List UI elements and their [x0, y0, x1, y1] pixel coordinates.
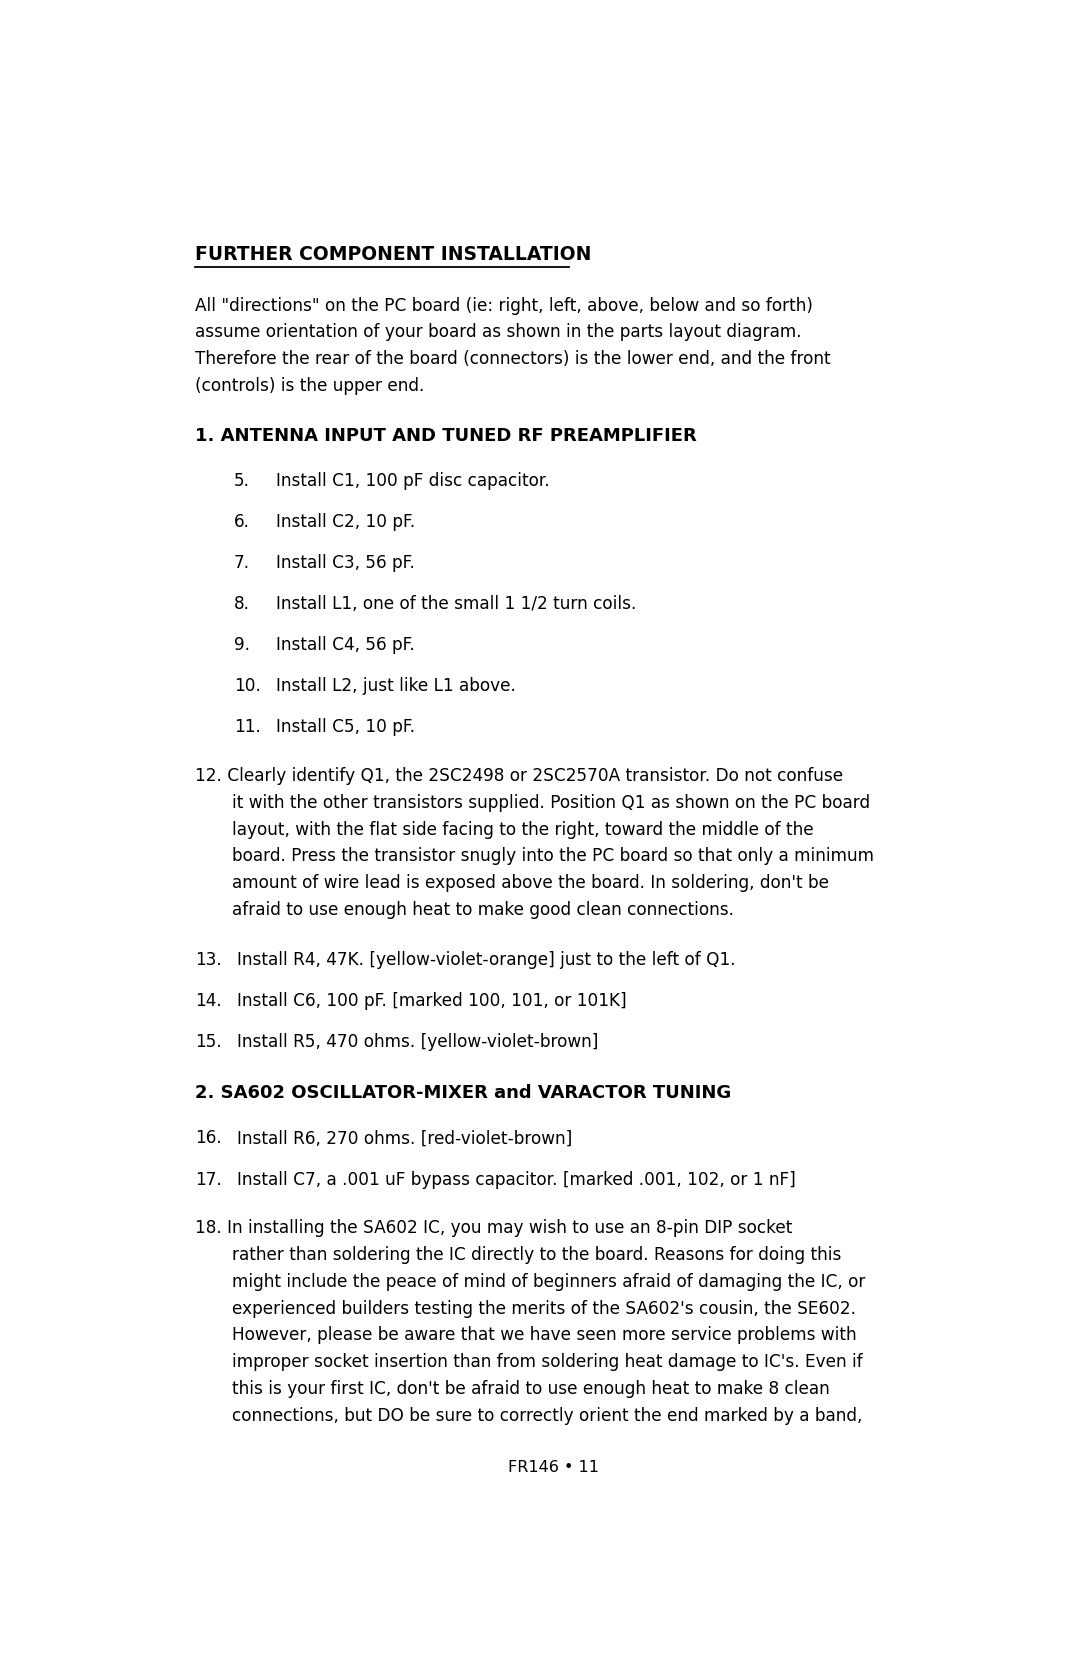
Text: improper socket insertion than from soldering heat damage to IC's. Even if: improper socket insertion than from sold… [232, 1354, 863, 1370]
Text: Install C4, 56 pF.: Install C4, 56 pF. [275, 636, 415, 654]
Text: Install L2, just like L1 above.: Install L2, just like L1 above. [275, 678, 515, 696]
Text: 14.: 14. [195, 991, 222, 1010]
Text: amount of wire lead is exposed above the board. In soldering, don't be: amount of wire lead is exposed above the… [232, 875, 829, 893]
Text: All "directions" on the PC board (ie: right, left, above, below and so forth): All "directions" on the PC board (ie: ri… [195, 297, 813, 315]
Text: 11.: 11. [233, 718, 260, 736]
Text: this is your first IC, don't be afraid to use enough heat to make 8 clean: this is your first IC, don't be afraid t… [232, 1380, 829, 1397]
Text: FURTHER COMPONENT INSTALLATION: FURTHER COMPONENT INSTALLATION [195, 245, 592, 264]
Text: afraid to use enough heat to make good clean connections.: afraid to use enough heat to make good c… [232, 901, 734, 920]
Text: Install C6, 100 pF. [marked 100, 101, or 101K]: Install C6, 100 pF. [marked 100, 101, or… [238, 991, 626, 1010]
Text: Install R6, 270 ohms. [red-violet-brown]: Install R6, 270 ohms. [red-violet-brown] [238, 1130, 572, 1147]
Text: Install C3, 56 pF.: Install C3, 56 pF. [275, 554, 415, 572]
Text: 6.: 6. [233, 512, 249, 531]
Text: Install C7, a .001 uF bypass capacitor. [marked .001, 102, or 1 nF]: Install C7, a .001 uF bypass capacitor. … [238, 1170, 796, 1188]
Text: it with the other transistors supplied. Position Q1 as shown on the PC board: it with the other transistors supplied. … [232, 794, 870, 813]
Text: 9.: 9. [233, 636, 249, 654]
Text: 8.: 8. [233, 596, 249, 613]
Text: FR146 • 11: FR146 • 11 [508, 1460, 599, 1475]
Text: might include the peace of mind of beginners afraid of damaging the IC, or: might include the peace of mind of begin… [232, 1273, 865, 1290]
Text: 17.: 17. [195, 1170, 222, 1188]
Text: 16.: 16. [195, 1130, 222, 1147]
Text: experienced builders testing the merits of the SA602's cousin, the SE602.: experienced builders testing the merits … [232, 1300, 856, 1317]
Text: 1. ANTENNA INPUT AND TUNED RF PREAMPLIFIER: 1. ANTENNA INPUT AND TUNED RF PREAMPLIFI… [195, 427, 697, 444]
Text: Install C5, 10 pF.: Install C5, 10 pF. [275, 718, 415, 736]
Text: board. Press the transistor snugly into the PC board so that only a minimum: board. Press the transistor snugly into … [232, 848, 874, 866]
Text: Therefore the rear of the board (connectors) is the lower end, and the front: Therefore the rear of the board (connect… [195, 350, 831, 369]
Text: 10.: 10. [233, 678, 260, 696]
Text: 18. In installing the SA602 IC, you may wish to use an 8-pin DIP socket: 18. In installing the SA602 IC, you may … [195, 1220, 793, 1237]
Text: Install R5, 470 ohms. [yellow-violet-brown]: Install R5, 470 ohms. [yellow-violet-bro… [238, 1033, 598, 1051]
Text: (controls) is the upper end.: (controls) is the upper end. [195, 377, 424, 396]
Text: 2. SA602 OSCILLATOR-MIXER and VARACTOR TUNING: 2. SA602 OSCILLATOR-MIXER and VARACTOR T… [195, 1085, 731, 1103]
Text: However, please be aware that we have seen more service problems with: However, please be aware that we have se… [232, 1327, 856, 1344]
Text: 15.: 15. [195, 1033, 222, 1051]
Text: Install C1, 100 pF disc capacitor.: Install C1, 100 pF disc capacitor. [275, 472, 550, 489]
Text: 5.: 5. [233, 472, 249, 489]
Text: connections, but DO be sure to correctly orient the end marked by a band,: connections, but DO be sure to correctly… [232, 1407, 863, 1425]
Text: 13.: 13. [195, 951, 222, 968]
Text: Install R4, 47K. [yellow-violet-orange] just to the left of Q1.: Install R4, 47K. [yellow-violet-orange] … [238, 951, 735, 968]
Text: Install C2, 10 pF.: Install C2, 10 pF. [275, 512, 415, 531]
Text: rather than soldering the IC directly to the board. Reasons for doing this: rather than soldering the IC directly to… [232, 1247, 841, 1263]
Text: Install L1, one of the small 1 1/2 turn coils.: Install L1, one of the small 1 1/2 turn … [275, 596, 636, 613]
Text: assume orientation of your board as shown in the parts layout diagram.: assume orientation of your board as show… [195, 324, 801, 342]
Text: layout, with the flat side facing to the right, toward the middle of the: layout, with the flat side facing to the… [232, 821, 813, 840]
Text: 12. Clearly identify Q1, the 2SC2498 or 2SC2570A transistor. Do not confuse: 12. Clearly identify Q1, the 2SC2498 or … [195, 768, 843, 786]
Text: 7.: 7. [233, 554, 249, 572]
